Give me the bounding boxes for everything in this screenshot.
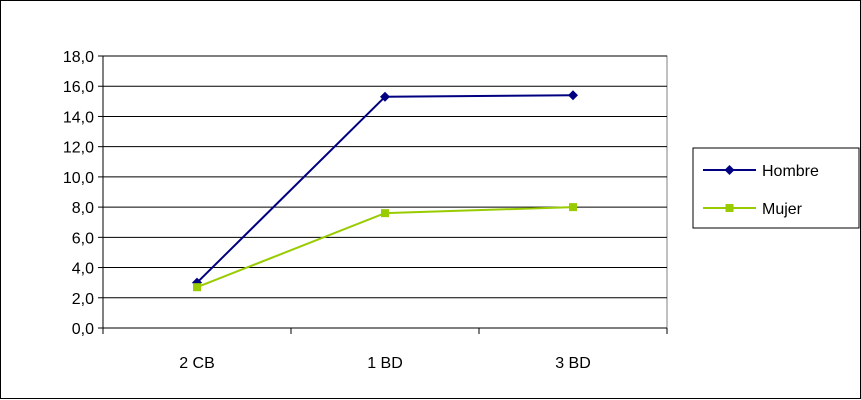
y-axis: 0,0 2,0 4,0 6,0 8,0 10,0 12,0 14,0 16,0 18,0 — [63, 49, 104, 338]
legend-marker-hombre — [724, 165, 735, 175]
y-tick-label: 12,0 — [63, 140, 94, 157]
y-tick-label: 0,0 — [72, 321, 94, 338]
x-tick-label: 2 CB — [179, 355, 215, 372]
y-tick-label: 18,0 — [63, 49, 94, 66]
y-tick-label: 4,0 — [72, 261, 94, 278]
y-tick-label: 10,0 — [63, 170, 94, 187]
gridlines — [103, 55, 667, 299]
data-point-mujer — [381, 209, 389, 218]
data-point-mujer — [193, 283, 201, 292]
legend-box — [692, 147, 860, 229]
data-point-hombre — [568, 90, 578, 101]
x-tick-label: 1 BD — [367, 355, 403, 372]
data-point-mujer — [569, 203, 577, 212]
series-layer — [192, 90, 578, 292]
data-point-hombre — [380, 91, 390, 102]
x-tick-label: 3 BD — [555, 355, 591, 372]
x-axis: 2 CB 1 BD 3 BD — [102, 327, 668, 372]
y-tick-label: 14,0 — [63, 109, 94, 126]
y-tick-label: 8,0 — [72, 200, 94, 217]
y-tick-label: 2,0 — [72, 291, 94, 308]
legend: Hombre Mujer — [692, 147, 860, 229]
y-tick-label: 6,0 — [72, 230, 94, 247]
legend-label-hombre: Hombre — [762, 163, 819, 180]
legend-label-mujer: Mujer — [762, 201, 803, 218]
legend-marker-mujer — [725, 204, 734, 212]
y-tick-label: 16,0 — [63, 79, 94, 96]
